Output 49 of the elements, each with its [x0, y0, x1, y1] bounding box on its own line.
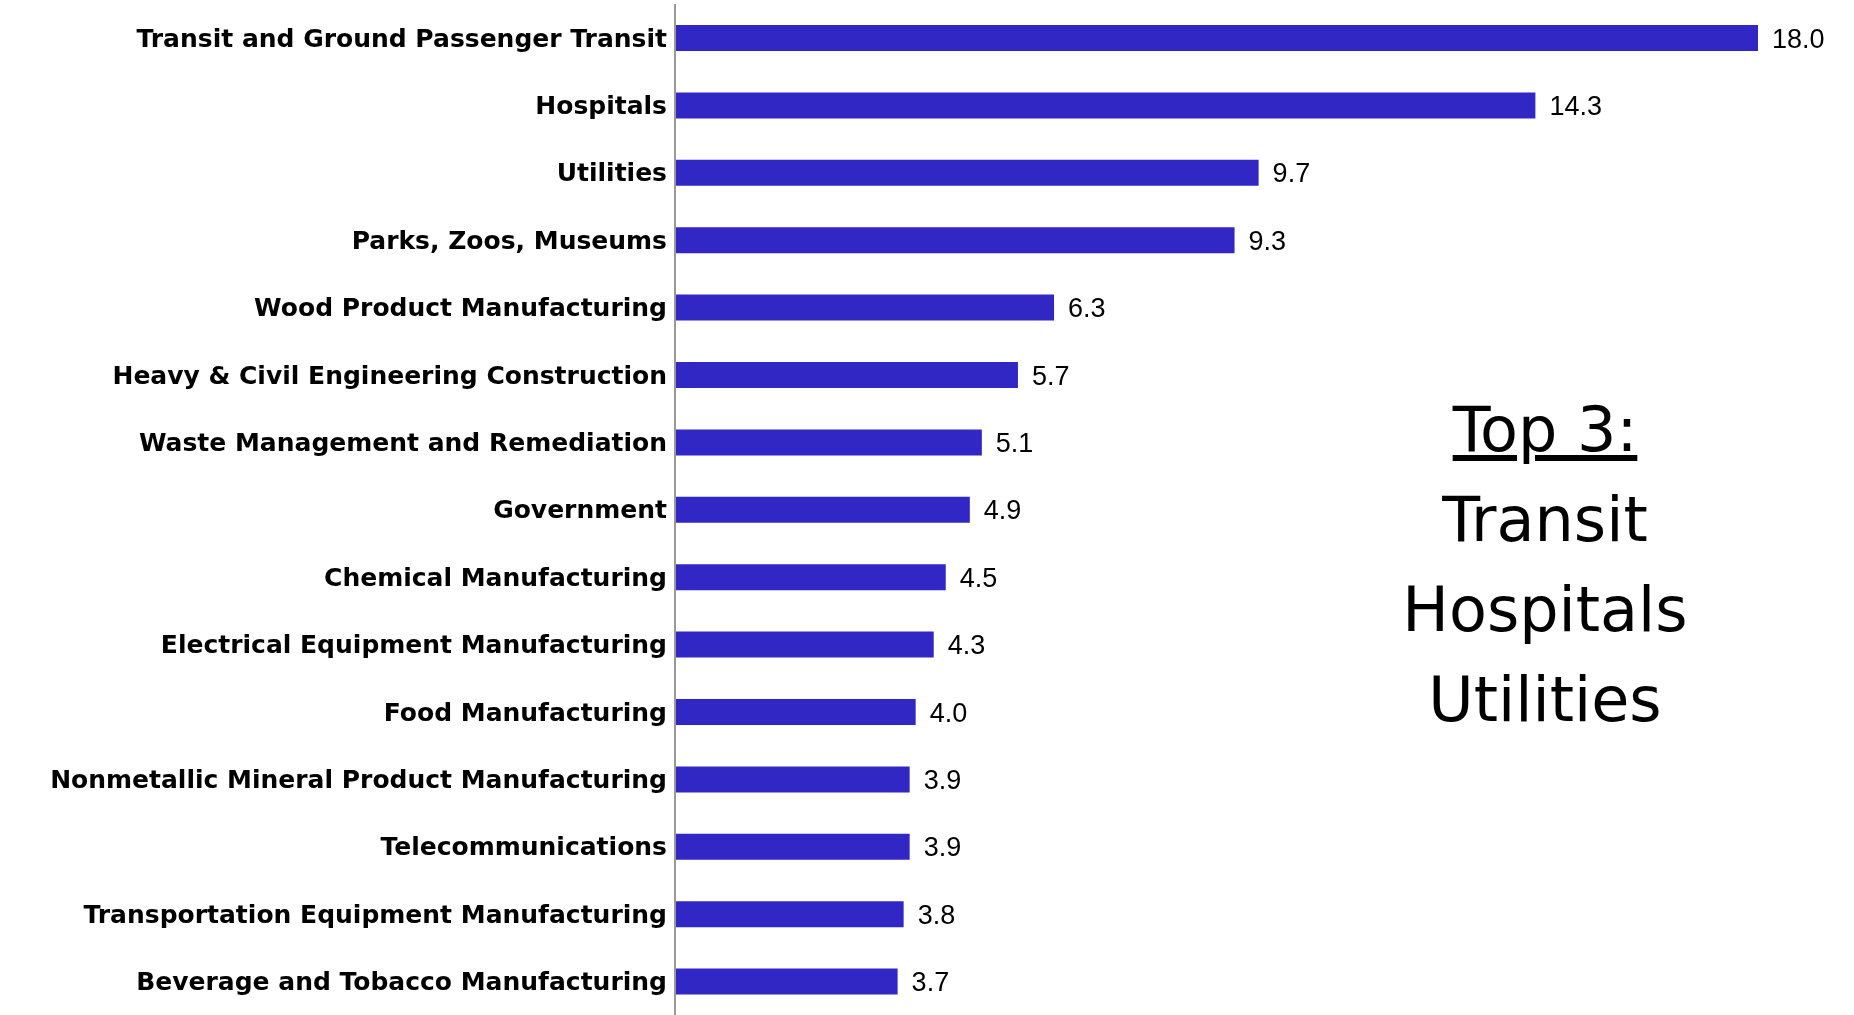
data-label: 9.7 — [1272, 158, 1311, 189]
bar — [675, 429, 982, 456]
y-tick-label: Government — [493, 495, 668, 525]
data-label: 4.9 — [983, 495, 1022, 526]
bar — [675, 699, 916, 725]
bar — [675, 159, 1259, 186]
annotation: Transit — [1441, 482, 1649, 558]
y-tick-label: Beverage and Tobacco Manufacturing — [136, 967, 667, 997]
data-label: 3.9 — [923, 832, 962, 863]
bar — [675, 766, 910, 793]
bar — [675, 294, 1055, 321]
y-tick-label: Heavy & Civil Engineering Construction — [112, 360, 667, 390]
bar — [675, 227, 1235, 254]
data-label: 18.0 — [1772, 23, 1825, 54]
y-tick-label: Chemical Manufacturing — [324, 562, 667, 592]
annotation: Top 3: — [1451, 392, 1639, 468]
data-label: 9.3 — [1248, 225, 1287, 256]
data-label: 6.3 — [1068, 293, 1106, 324]
bar — [675, 631, 934, 658]
bar — [675, 92, 1536, 119]
data-label: 5.1 — [995, 427, 1034, 458]
y-tick-label: Food Manufacturing — [383, 697, 667, 727]
bar — [675, 362, 1018, 388]
data-label: 5.7 — [1031, 360, 1070, 391]
y-tick-label: Parks, Zoos, Museums — [351, 225, 667, 255]
data-label: 4.0 — [929, 697, 968, 728]
y-tick-label: Wood Product Manufacturing — [254, 293, 667, 323]
y-tick-label: Transit and Ground Passenger Transit — [136, 23, 668, 53]
data-label: 3.8 — [917, 899, 956, 930]
y-tick-label: Utilities — [556, 158, 667, 188]
bar — [675, 901, 904, 928]
data-label: 3.7 — [911, 967, 950, 998]
y-tick-label: Waste Management and Remediation — [138, 427, 667, 457]
data-label: 14.3 — [1549, 90, 1602, 121]
annotation: Hospitals — [1401, 572, 1689, 648]
bar — [675, 496, 970, 523]
bar — [675, 564, 946, 591]
data-label: 3.9 — [923, 764, 962, 795]
bar — [675, 833, 910, 860]
bar — [675, 968, 898, 995]
y-tick-label: Nonmetallic Mineral Product Manufacturing — [50, 764, 667, 794]
annotation: Utilities — [1427, 662, 1663, 738]
y-tick-label: Hospitals — [535, 90, 667, 120]
y-tick-label: Electrical Equipment Manufacturing — [160, 630, 667, 660]
data-label: 4.3 — [947, 630, 986, 661]
data-label: 4.5 — [959, 562, 998, 593]
y-tick-label: Telecommunications — [380, 832, 667, 862]
bar — [675, 25, 1758, 51]
y-tick-label: Transportation Equipment Manufacturing — [83, 899, 667, 929]
